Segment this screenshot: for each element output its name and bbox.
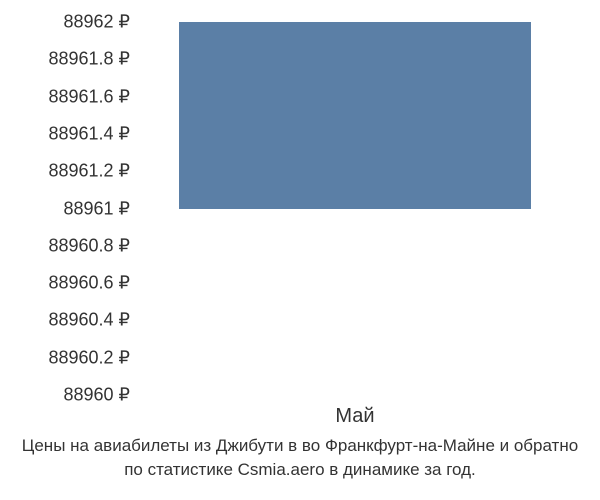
plot-area: Май xyxy=(140,10,570,410)
bar xyxy=(179,22,532,209)
y-tick-label: 88961.4 ₽ xyxy=(48,123,130,144)
caption-line-2: по статистике Csmia.aero в динамике за г… xyxy=(0,458,600,482)
y-axis: 88962 ₽ 88961.8 ₽ 88961.6 ₽ 88961.4 ₽ 88961.… xyxy=(0,10,135,410)
y-tick-label: 88962 ₽ xyxy=(63,12,130,33)
chart-caption: Цены на авиабилеты из Джибути в во Франк… xyxy=(0,434,600,482)
caption-line-1: Цены на авиабилеты из Джибути в во Франк… xyxy=(0,434,600,458)
y-tick-label: 88960 ₽ xyxy=(63,385,130,406)
y-tick-label: 88960.4 ₽ xyxy=(48,310,130,331)
y-tick-label: 88961.2 ₽ xyxy=(48,161,130,182)
y-tick-label: 88960.8 ₽ xyxy=(48,235,130,256)
bar-chart: 88962 ₽ 88961.8 ₽ 88961.6 ₽ 88961.4 ₽ 88961.… xyxy=(0,10,600,410)
y-tick-label: 88961 ₽ xyxy=(63,198,130,219)
y-tick-label: 88961.6 ₽ xyxy=(48,86,130,107)
y-tick-label: 88961.8 ₽ xyxy=(48,49,130,70)
y-tick-label: 88960.6 ₽ xyxy=(48,273,130,294)
y-tick-label: 88960.2 ₽ xyxy=(48,347,130,368)
x-category-label: Май xyxy=(335,405,374,428)
